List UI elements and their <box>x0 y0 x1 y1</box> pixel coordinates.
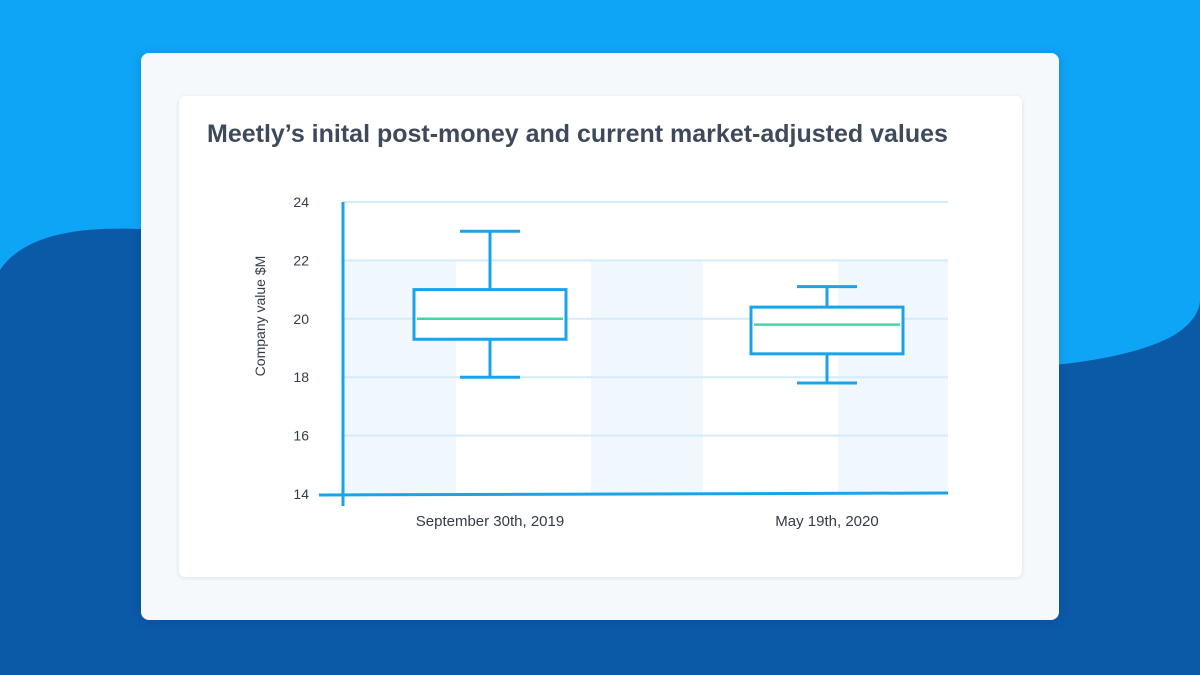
chart-title: Meetly’s inital post-money and current m… <box>207 120 948 148</box>
y-axis-label: Company value $M <box>252 256 268 377</box>
x-axis-line <box>318 491 949 497</box>
x-tick-0: September 30th, 2019 <box>416 513 564 530</box>
x-tick-labels: September 30th, 2019 May 19th, 2020 <box>416 513 879 530</box>
y-tick-18: 18 <box>293 369 309 385</box>
outer-card: Meetly’s inital post-money and current m… <box>141 53 1059 620</box>
iqr-box-1 <box>749 305 905 356</box>
grid-lines <box>343 201 948 437</box>
y-tick-20: 20 <box>293 311 309 327</box>
y-tick-labels: 14 16 18 20 22 24 <box>293 194 309 502</box>
y-tick-24: 24 <box>293 194 309 210</box>
y-tick-22: 22 <box>293 252 309 268</box>
axes <box>318 202 949 506</box>
boxes <box>412 229 905 385</box>
iqr-box-0 <box>412 288 568 341</box>
box-1 <box>749 285 905 385</box>
y-tick-16: 16 <box>293 428 309 444</box>
chart-card: Meetly’s inital post-money and current m… <box>179 96 1022 577</box>
box-0 <box>412 229 568 379</box>
box-plot: 14 16 18 20 22 24 September 30th, 2019 May 19t… <box>252 194 949 530</box>
y-tick-14: 14 <box>293 486 309 502</box>
x-tick-1: May 19th, 2020 <box>775 513 878 530</box>
